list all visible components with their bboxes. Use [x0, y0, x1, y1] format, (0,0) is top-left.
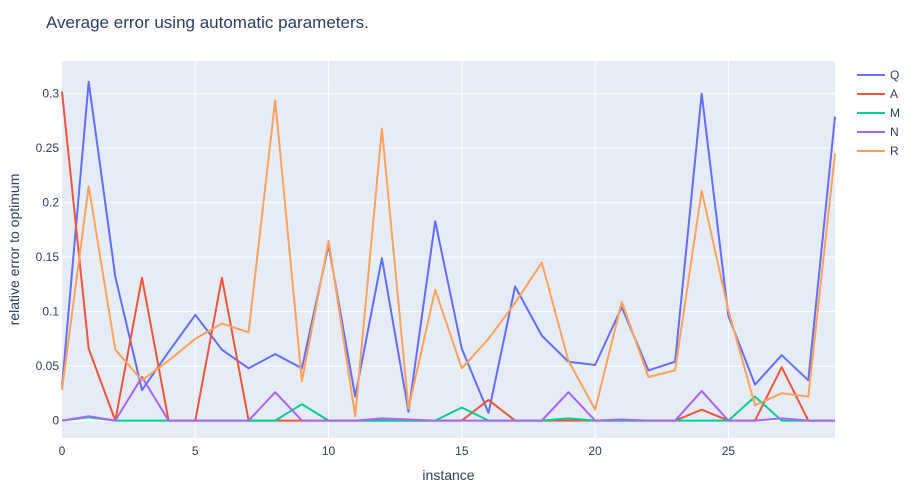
x-tick-label: 0: [59, 444, 66, 458]
y-tick-label: 0: [52, 414, 59, 428]
x-tick-label: 20: [588, 444, 602, 458]
y-tick-label: 0.3: [42, 87, 59, 101]
series-line-Q: [61, 80, 836, 414]
x-tick-label: 5: [192, 444, 199, 458]
x-tick-label: 10: [322, 444, 336, 458]
gridlines: [62, 61, 835, 438]
legend-label: M: [890, 106, 900, 120]
chart-title: Average error using automatic parameters…: [46, 13, 369, 32]
x-axis-ticks: 0 5 10 15 20 25: [59, 444, 736, 458]
series-line-R: [61, 99, 836, 418]
x-axis-title: instance: [422, 467, 474, 483]
legend-item-N[interactable]: N: [857, 125, 899, 139]
legend-item-A[interactable]: A: [857, 87, 898, 101]
legend-item-M[interactable]: M: [857, 106, 900, 120]
legend-label: Q: [890, 68, 899, 82]
y-axis-title: relative error to optimum: [6, 174, 22, 326]
y-tick-label: 0.15: [36, 250, 60, 264]
y-tick-label: 0.05: [36, 359, 60, 373]
x-tick-label: 15: [455, 444, 469, 458]
y-axis-ticks: 0 0.05 0.1 0.15 0.2 0.25 0.3: [36, 87, 60, 428]
series-lines: [61, 80, 836, 422]
legend-item-Q[interactable]: Q: [857, 68, 899, 82]
x-tick-label: 25: [722, 444, 736, 458]
y-tick-label: 0.2: [42, 196, 59, 210]
legend-label: N: [890, 125, 899, 139]
plot-area: [62, 61, 835, 438]
series-line-N: [61, 376, 835, 422]
legend-item-R[interactable]: R: [857, 144, 899, 158]
y-tick-label: 0.25: [36, 141, 60, 155]
y-tick-label: 0.1: [42, 305, 59, 319]
legend-label: A: [890, 87, 898, 101]
legend-label: R: [890, 144, 899, 158]
